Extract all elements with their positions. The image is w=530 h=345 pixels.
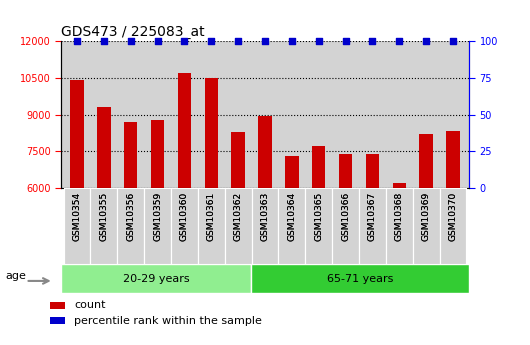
Bar [278,188,305,264]
Point [314,39,323,44]
Bar [117,188,144,264]
Text: GSM10368: GSM10368 [395,192,404,241]
Text: GSM10360: GSM10360 [180,192,189,241]
Bar [70,80,84,188]
Point [395,39,403,44]
Text: GSM10364: GSM10364 [287,192,296,241]
Text: GSM10367: GSM10367 [368,192,377,241]
Text: GSM10356: GSM10356 [126,192,135,241]
Bar [171,188,198,264]
Bar [332,188,359,264]
Text: GSM10365: GSM10365 [314,192,323,241]
Point [368,39,377,44]
Bar [124,122,137,188]
Bar [393,183,406,188]
Bar [232,132,245,188]
Bar [439,188,466,264]
Bar [97,107,111,188]
Text: GSM10360: GSM10360 [180,192,189,241]
Point [261,39,269,44]
Point [341,39,350,44]
Text: GSM10366: GSM10366 [341,192,350,241]
Bar [258,116,272,188]
Text: GSM10355: GSM10355 [100,192,109,241]
Point [422,39,430,44]
Text: GSM10367: GSM10367 [368,192,377,241]
Bar [359,188,386,264]
Bar [251,264,469,293]
Text: GSM10369: GSM10369 [421,192,430,241]
Bar [419,134,433,188]
Text: GSM10362: GSM10362 [234,192,243,241]
Point [100,39,108,44]
Text: 65-71 years: 65-71 years [327,274,393,284]
Text: 20-29 years: 20-29 years [123,274,190,284]
Point [234,39,242,44]
Text: GSM10362: GSM10362 [234,192,243,241]
Text: GSM10356: GSM10356 [126,192,135,241]
Text: GSM10354: GSM10354 [73,192,82,241]
Bar [413,188,439,264]
Bar [50,302,65,309]
Text: percentile rank within the sample: percentile rank within the sample [74,316,262,326]
Text: GSM10370: GSM10370 [448,192,457,241]
Bar [50,317,65,324]
Bar [198,188,225,264]
Bar [305,188,332,264]
Text: GSM10363: GSM10363 [261,192,269,241]
Bar [285,156,298,188]
Text: GSM10359: GSM10359 [153,192,162,241]
Point [153,39,162,44]
Text: GSM10365: GSM10365 [314,192,323,241]
Bar [64,188,91,264]
Bar [366,154,379,188]
Text: GSM10361: GSM10361 [207,192,216,241]
Text: GSM10359: GSM10359 [153,192,162,241]
Text: GSM10366: GSM10366 [341,192,350,241]
Text: GSM10364: GSM10364 [287,192,296,241]
Bar [312,147,325,188]
Bar [225,188,252,264]
Bar [178,73,191,188]
Point [127,39,135,44]
Bar [446,131,460,188]
Bar [61,264,251,293]
Bar [386,188,413,264]
Text: count: count [74,300,105,310]
Point [288,39,296,44]
Bar [91,188,117,264]
Text: age: age [5,271,26,281]
Text: GSM10361: GSM10361 [207,192,216,241]
Point [449,39,457,44]
Text: GSM10354: GSM10354 [73,192,82,241]
Text: GDS473 / 225083_at: GDS473 / 225083_at [61,25,205,39]
Bar [205,78,218,188]
Text: GSM10370: GSM10370 [448,192,457,241]
Text: GSM10355: GSM10355 [100,192,109,241]
Bar [151,120,164,188]
Text: GSM10363: GSM10363 [261,192,269,241]
Point [73,39,81,44]
Text: GSM10369: GSM10369 [421,192,430,241]
Point [180,39,189,44]
Text: GSM10368: GSM10368 [395,192,404,241]
Bar [144,188,171,264]
Bar [339,154,352,188]
Point [207,39,216,44]
Bar [252,188,278,264]
